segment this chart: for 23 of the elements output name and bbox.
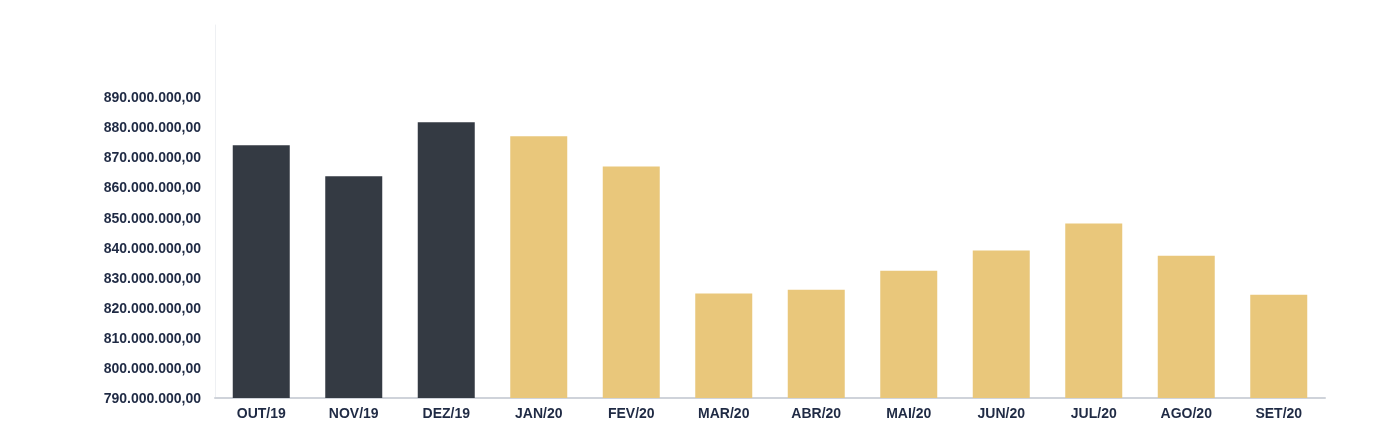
y-tick-label: 850.000.000,00 xyxy=(103,209,202,226)
x-tick-label: MAR/20 xyxy=(698,405,750,421)
x-tick-label: AGO/20 xyxy=(1160,405,1213,421)
x-tick-label: FEV/20 xyxy=(607,405,655,421)
x-tick-label: JUN/20 xyxy=(977,405,1026,421)
x-tick-label: ABR/20 xyxy=(791,405,842,421)
y-tick-label: 840.000.000,00 xyxy=(103,239,202,256)
y-tick-label: 830.000.000,00 xyxy=(103,269,202,286)
y-tick-label: 790.000.000,00 xyxy=(103,390,202,406)
x-tick-label: NOV/19 xyxy=(328,405,379,421)
y-tick-label: 800.000.000,00 xyxy=(103,359,202,376)
y-tick-label: 880.000.000,00 xyxy=(103,119,202,136)
y-tick-label: 870.000.000,00 xyxy=(103,149,202,166)
y-tick-label: 890.000.000,00 xyxy=(103,89,202,106)
x-tick-label: DEZ/19 xyxy=(422,405,471,421)
x-tick-label: OUT/19 xyxy=(236,405,286,421)
x-tick-label: SET/20 xyxy=(1255,405,1303,421)
y-tick-label: 810.000.000,00 xyxy=(103,329,202,346)
x-tick-label: MAI/20 xyxy=(886,405,932,421)
x-tick-label: JUL/20 xyxy=(1070,405,1117,421)
y-tick-label: 860.000.000,00 xyxy=(103,179,202,196)
y-tick-label: 820.000.000,00 xyxy=(103,299,202,316)
x-tick-label: JAN/20 xyxy=(515,405,563,421)
